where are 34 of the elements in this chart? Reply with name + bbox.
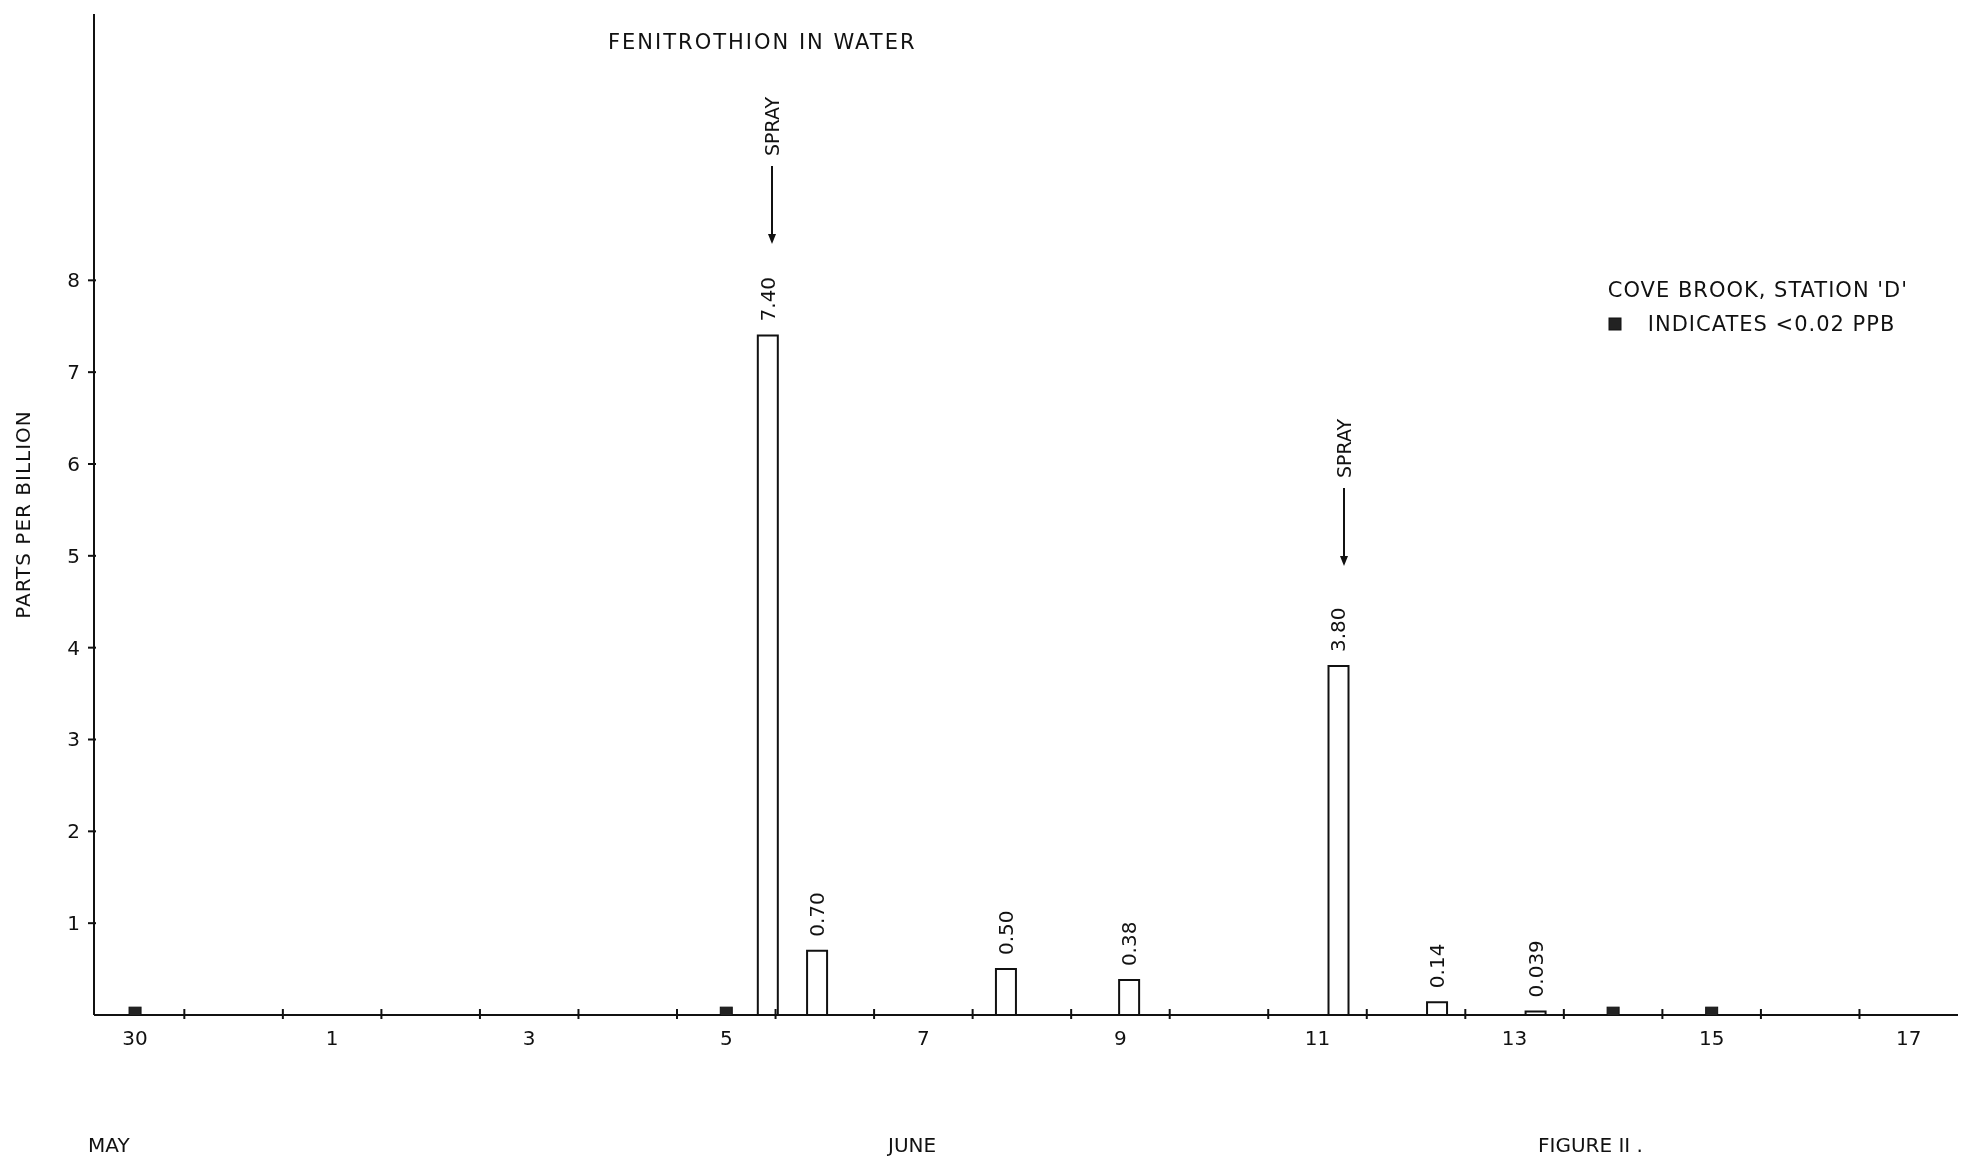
y-tick-label: 3 [67,727,80,752]
x-tick-label: 5 [719,1026,733,1050]
y-tick-label: 8 [67,268,80,293]
x-tick-label: 11 [1304,1026,1331,1050]
y-tick-label: 2 [67,819,80,844]
legend-title: COVE BROOK, STATION 'D' [1607,278,1908,302]
y-axis-title: PARTS PER BILLION [11,410,36,619]
x-tick-label: 9 [1114,1026,1127,1050]
x-tick-label: 17 [1896,1026,1922,1050]
data-label: 7.40 [755,276,780,322]
y-tick-label: 1 [67,911,80,936]
legend-label: INDICATES <0.02 PPB [1647,312,1896,336]
data-label: 3.80 [1326,607,1351,653]
annotation: SPRAY [761,96,783,156]
data-label: 0.70 [805,892,830,937]
annotation: SPRAY [1333,418,1355,478]
y-tick-label: 4 [67,635,80,660]
text: FENITROTHION IN WATER [608,30,917,54]
text: MAY [88,1133,130,1157]
x-tick-label: 3 [522,1026,536,1050]
data-label: 0.38 [1117,921,1142,967]
x-tick-label: 30 [122,1026,148,1050]
y-tick-label: 7 [67,360,80,385]
x-tick-label: 15 [1698,1026,1725,1050]
text: FIGURE II . [1538,1133,1643,1157]
y-tick-label: 5 [67,543,80,568]
y-tick-label: 6 [67,451,80,476]
text: JUNE [888,1133,937,1157]
x-tick-label: 1 [325,1026,339,1050]
x-tick-label: 13 [1501,1026,1528,1050]
data-label: 0.50 [993,910,1018,956]
x-tick-label: 7 [916,1026,930,1050]
data-label: 0.039 [1523,940,1548,998]
data-label: 0.14 [1425,943,1450,989]
